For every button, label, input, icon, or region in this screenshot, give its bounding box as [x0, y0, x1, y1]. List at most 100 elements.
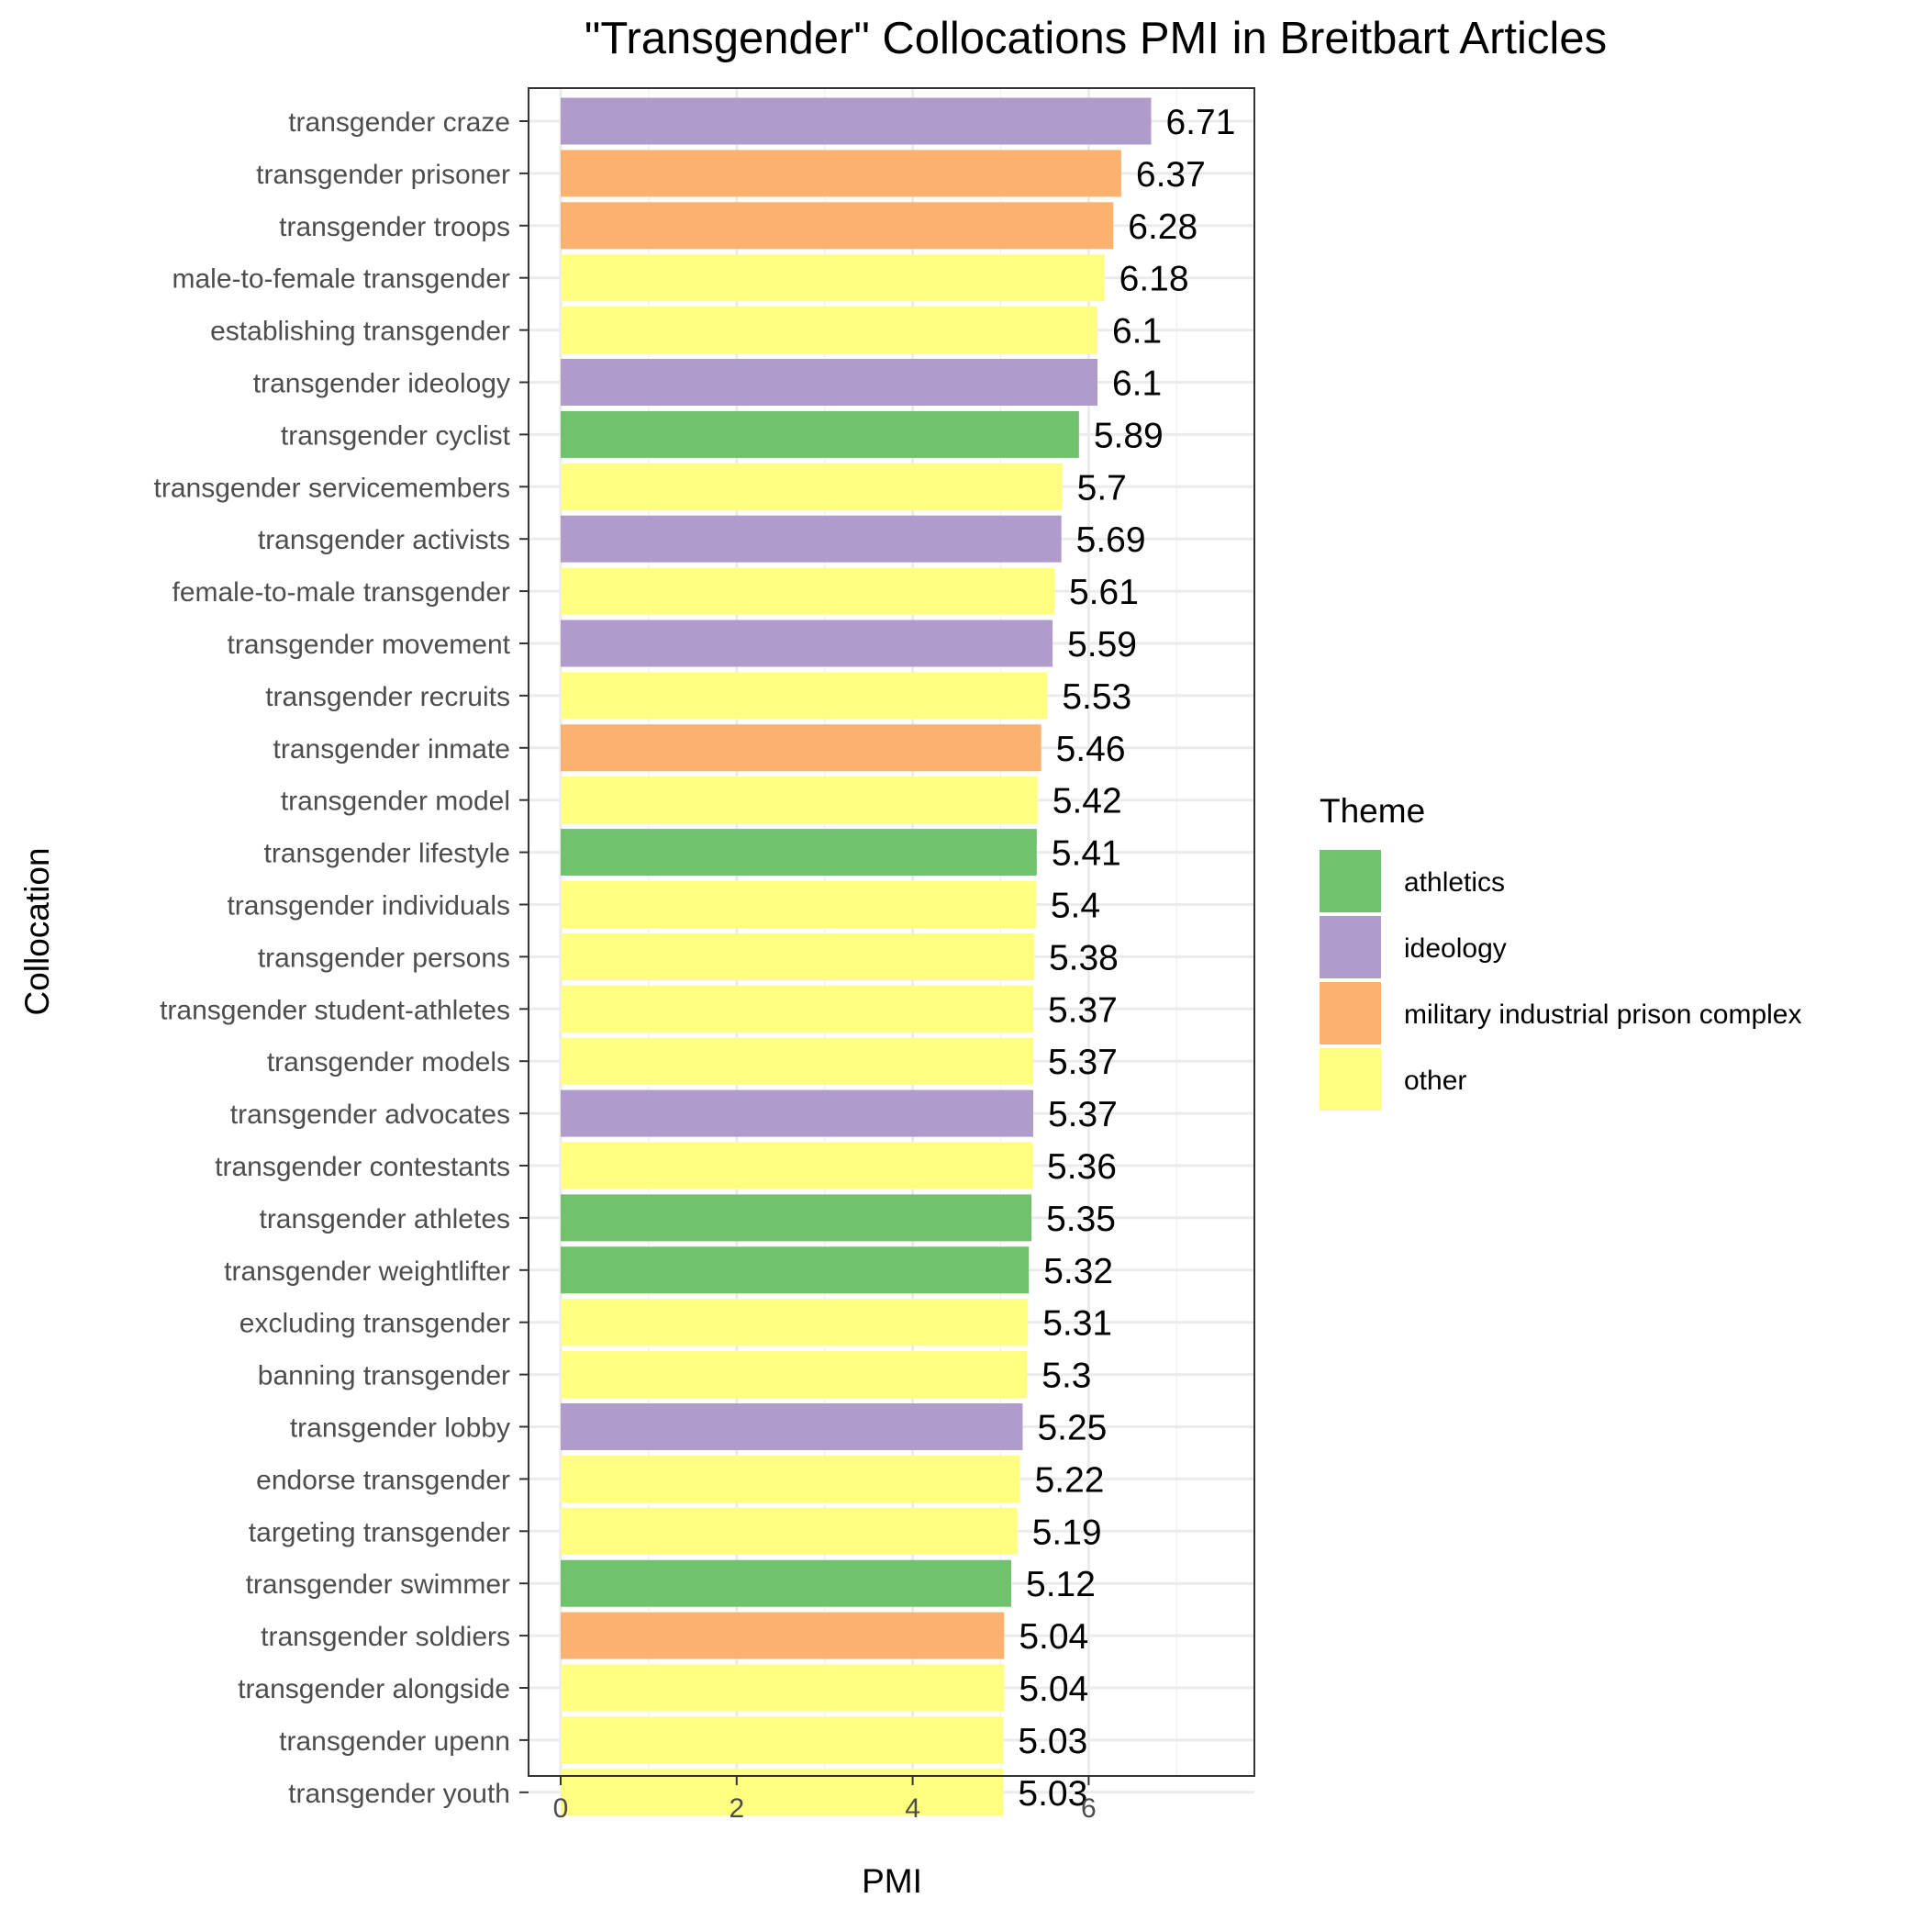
bar-value-label: 6.1: [1112, 364, 1162, 404]
bars: [561, 97, 1152, 1816]
y-tick-label: transgender activists: [258, 525, 510, 555]
bar: [561, 1716, 1004, 1764]
legend-key-label: military industrial prison complex: [1404, 1000, 1801, 1030]
plot-panel-border: [528, 87, 1255, 1777]
y-tick-label: transgender inmate: [273, 734, 511, 765]
bar: [561, 150, 1121, 197]
bar: [561, 1403, 1023, 1450]
y-tick-label: transgender model: [281, 787, 510, 817]
legend-key-swatch: [1320, 1048, 1381, 1111]
bar: [561, 254, 1105, 302]
y-tick-label: transgender lobby: [290, 1413, 510, 1444]
bar-value-label: 5.04: [1019, 1670, 1088, 1709]
bar: [561, 724, 1041, 772]
y-axis: transgender craze transgender prisoner tra…: [154, 107, 529, 1809]
bar-value-label: 6.28: [1128, 207, 1197, 247]
y-tick-label: transgender weightlifter: [224, 1256, 510, 1287]
bar-value-label: 5.22: [1035, 1460, 1105, 1500]
bar: [561, 515, 1062, 563]
bar-value-label: 5.3: [1041, 1357, 1091, 1396]
bar-value-label: 5.4: [1051, 887, 1100, 926]
bar-value-label: 6.18: [1119, 260, 1189, 299]
bar: [561, 359, 1097, 406]
legend: Theme athletics ideology military industri…: [1320, 792, 1801, 1111]
bar-value-label: 5.61: [1069, 573, 1139, 612]
bar: [561, 97, 1152, 145]
bar: [561, 410, 1079, 458]
x-tick-label: 6: [1081, 1793, 1097, 1824]
y-tick-label: establishing transgender: [210, 317, 510, 347]
bar: [561, 567, 1054, 615]
y-tick-label: transgender upenn: [279, 1726, 510, 1757]
bar: [561, 1194, 1032, 1242]
legend-key-swatch: [1320, 982, 1381, 1044]
bar: [561, 1299, 1029, 1346]
x-tick-label: 0: [553, 1793, 569, 1824]
bar-value-label: 5.7: [1077, 468, 1127, 508]
bar: [561, 1142, 1033, 1189]
x-tick-label: 4: [905, 1793, 920, 1824]
x-tick-label: 2: [729, 1793, 744, 1824]
y-tick-label: transgender movement: [228, 630, 511, 660]
bar-value-label: 5.32: [1043, 1252, 1113, 1291]
bar-value-label: 5.37: [1048, 1095, 1118, 1134]
bar-value-label: 5.37: [1048, 990, 1118, 1030]
bar-value-label: 5.12: [1026, 1565, 1096, 1604]
bar-value-label: 5.04: [1019, 1617, 1088, 1657]
bar-value-label: 5.42: [1053, 782, 1122, 821]
bar-value-label: 5.03: [1018, 1722, 1087, 1761]
bar: [561, 829, 1037, 877]
y-tick-label: transgender recruits: [265, 682, 510, 712]
y-tick-label: transgender persons: [258, 943, 510, 973]
bar-value-label: 5.38: [1049, 938, 1119, 977]
y-tick-label: transgender contestants: [215, 1152, 510, 1182]
y-tick-label: transgender ideology: [253, 369, 510, 399]
y-tick-label: excluding transgender: [239, 1309, 510, 1339]
bar: [561, 932, 1034, 980]
y-tick-label: transgender prisoner: [256, 160, 510, 190]
bar: [561, 307, 1097, 354]
legend-title: Theme: [1320, 792, 1425, 830]
y-tick-label: transgender soldiers: [261, 1622, 510, 1652]
bar: [561, 202, 1114, 250]
bar: [561, 1455, 1020, 1502]
x-axis-title: PMI: [862, 1862, 922, 1900]
legend-key-swatch: [1320, 916, 1381, 978]
bar-value-label: 5.89: [1094, 416, 1164, 455]
bar: [561, 463, 1063, 510]
y-tick-label: transgender cyclist: [281, 420, 511, 451]
bar: [561, 1246, 1030, 1294]
chart-title: "Transgender" Collocations PMI in Breitb…: [585, 14, 1607, 63]
bar: [561, 1089, 1033, 1137]
bar-value-label: 5.19: [1032, 1513, 1102, 1552]
bar-value-label: 5.03: [1018, 1774, 1087, 1814]
y-tick-label: male-to-female transgender: [172, 264, 510, 295]
y-tick-label: transgender troops: [279, 212, 510, 242]
y-tick-label: transgender servicemembers: [154, 473, 511, 503]
bar: [561, 776, 1038, 824]
bar-value-label: 5.25: [1037, 1409, 1107, 1448]
y-tick-label: transgender craze: [288, 107, 510, 138]
bar: [561, 1037, 1033, 1085]
x-axis: 0 2 4 6: [553, 1776, 1097, 1824]
y-tick-label: endorse transgender: [256, 1465, 510, 1495]
bar: [561, 1507, 1018, 1555]
bar-value-label: 5.59: [1067, 625, 1137, 664]
bar-value-label: 5.41: [1052, 834, 1121, 874]
bar-value-label: 6.1: [1112, 312, 1162, 352]
bar: [561, 881, 1036, 928]
y-tick-label: transgender advocates: [230, 1100, 510, 1130]
y-axis-title: Collocation: [18, 847, 56, 1015]
bar-value-label: 6.37: [1136, 155, 1206, 195]
legend-key-label: ideology: [1404, 933, 1507, 964]
bar: [561, 1559, 1012, 1607]
legend-key-label: other: [1404, 1066, 1466, 1096]
bar: [561, 1612, 1005, 1659]
bar-value-label: 5.35: [1046, 1200, 1116, 1239]
legend-key-label: athletics: [1404, 867, 1505, 898]
y-tick-label: transgender swimmer: [246, 1569, 510, 1600]
y-tick-label: transgender individuals: [227, 891, 510, 921]
bar: [561, 1351, 1028, 1399]
